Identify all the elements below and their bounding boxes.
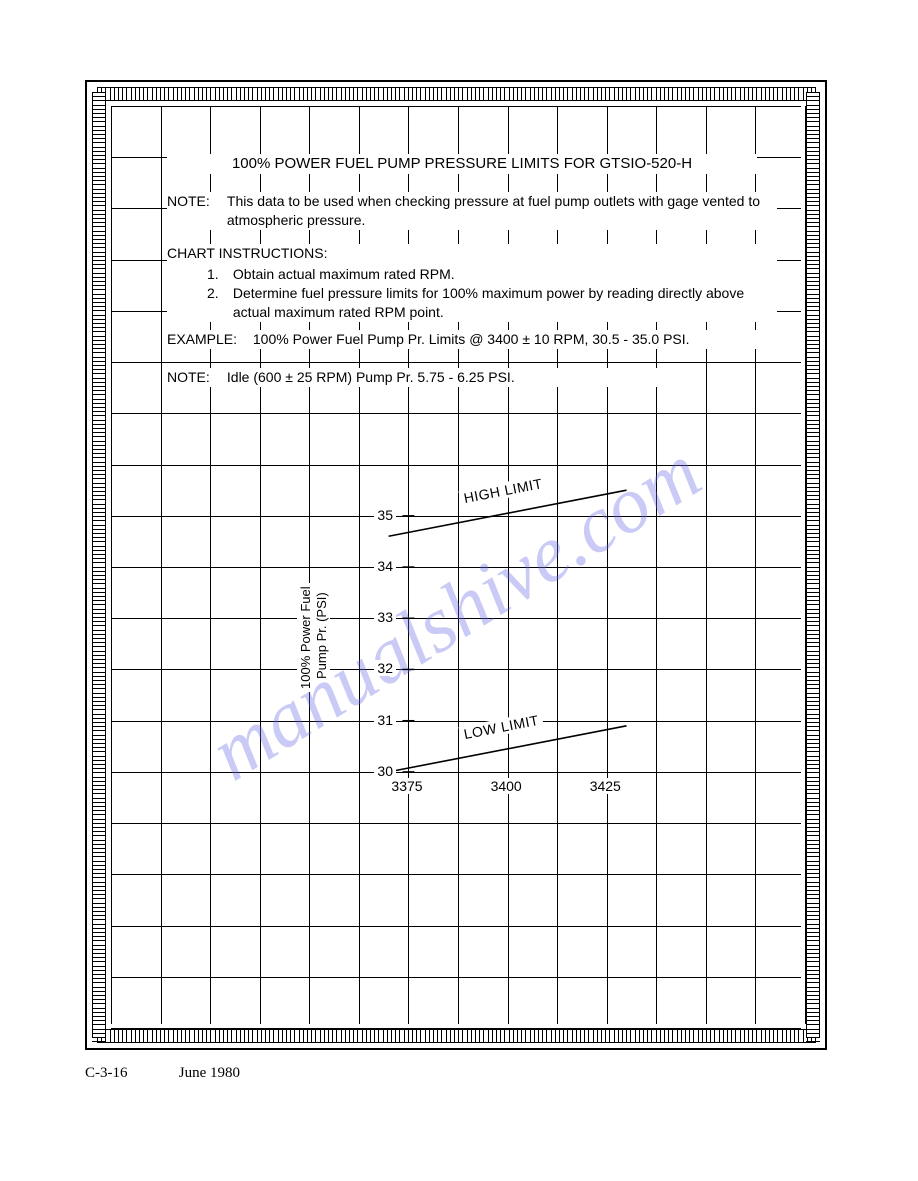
ruler-right <box>806 92 820 1038</box>
y-tick-33: 33 <box>374 609 396 625</box>
chart-frame: manualshive.com 100% POWER FUEL PUMP PRE… <box>85 80 827 1050</box>
y-tick-34: 34 <box>374 558 396 574</box>
page-root: manualshive.com 100% POWER FUEL PUMP PRE… <box>0 0 918 1181</box>
y-tick-35: 35 <box>374 507 396 523</box>
x-tick-3375: 3375 <box>388 778 425 794</box>
y-tick-30: 30 <box>374 763 396 779</box>
footer-date: June 1980 <box>179 1065 240 1081</box>
y-tick-32: 32 <box>374 660 396 676</box>
page-footer: C-3-16 June 1980 <box>85 1065 240 1082</box>
y-tick-31: 31 <box>374 712 396 728</box>
plot-overlay <box>111 106 801 1024</box>
x-tick-3400: 3400 <box>488 778 525 794</box>
footer-page-number: C-3-16 <box>85 1065 175 1082</box>
ruler-top <box>97 87 815 101</box>
ruler-bottom <box>97 1029 815 1043</box>
ruler-left <box>92 92 106 1038</box>
x-tick-3425: 3425 <box>587 778 624 794</box>
